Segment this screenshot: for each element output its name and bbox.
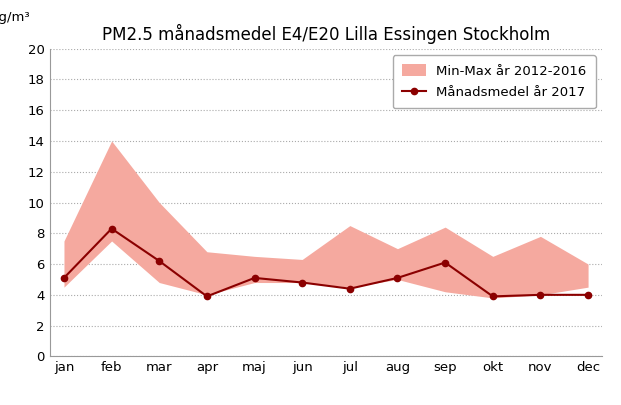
- Legend: Min-Max år 2012-2016, Månadsmedel år 2017: Min-Max år 2012-2016, Månadsmedel år 201…: [392, 55, 596, 109]
- Title: PM2.5 månadsmedel E4/E20 Lilla Essingen Stockholm: PM2.5 månadsmedel E4/E20 Lilla Essingen …: [102, 24, 550, 44]
- Text: μg/m³: μg/m³: [0, 11, 31, 23]
